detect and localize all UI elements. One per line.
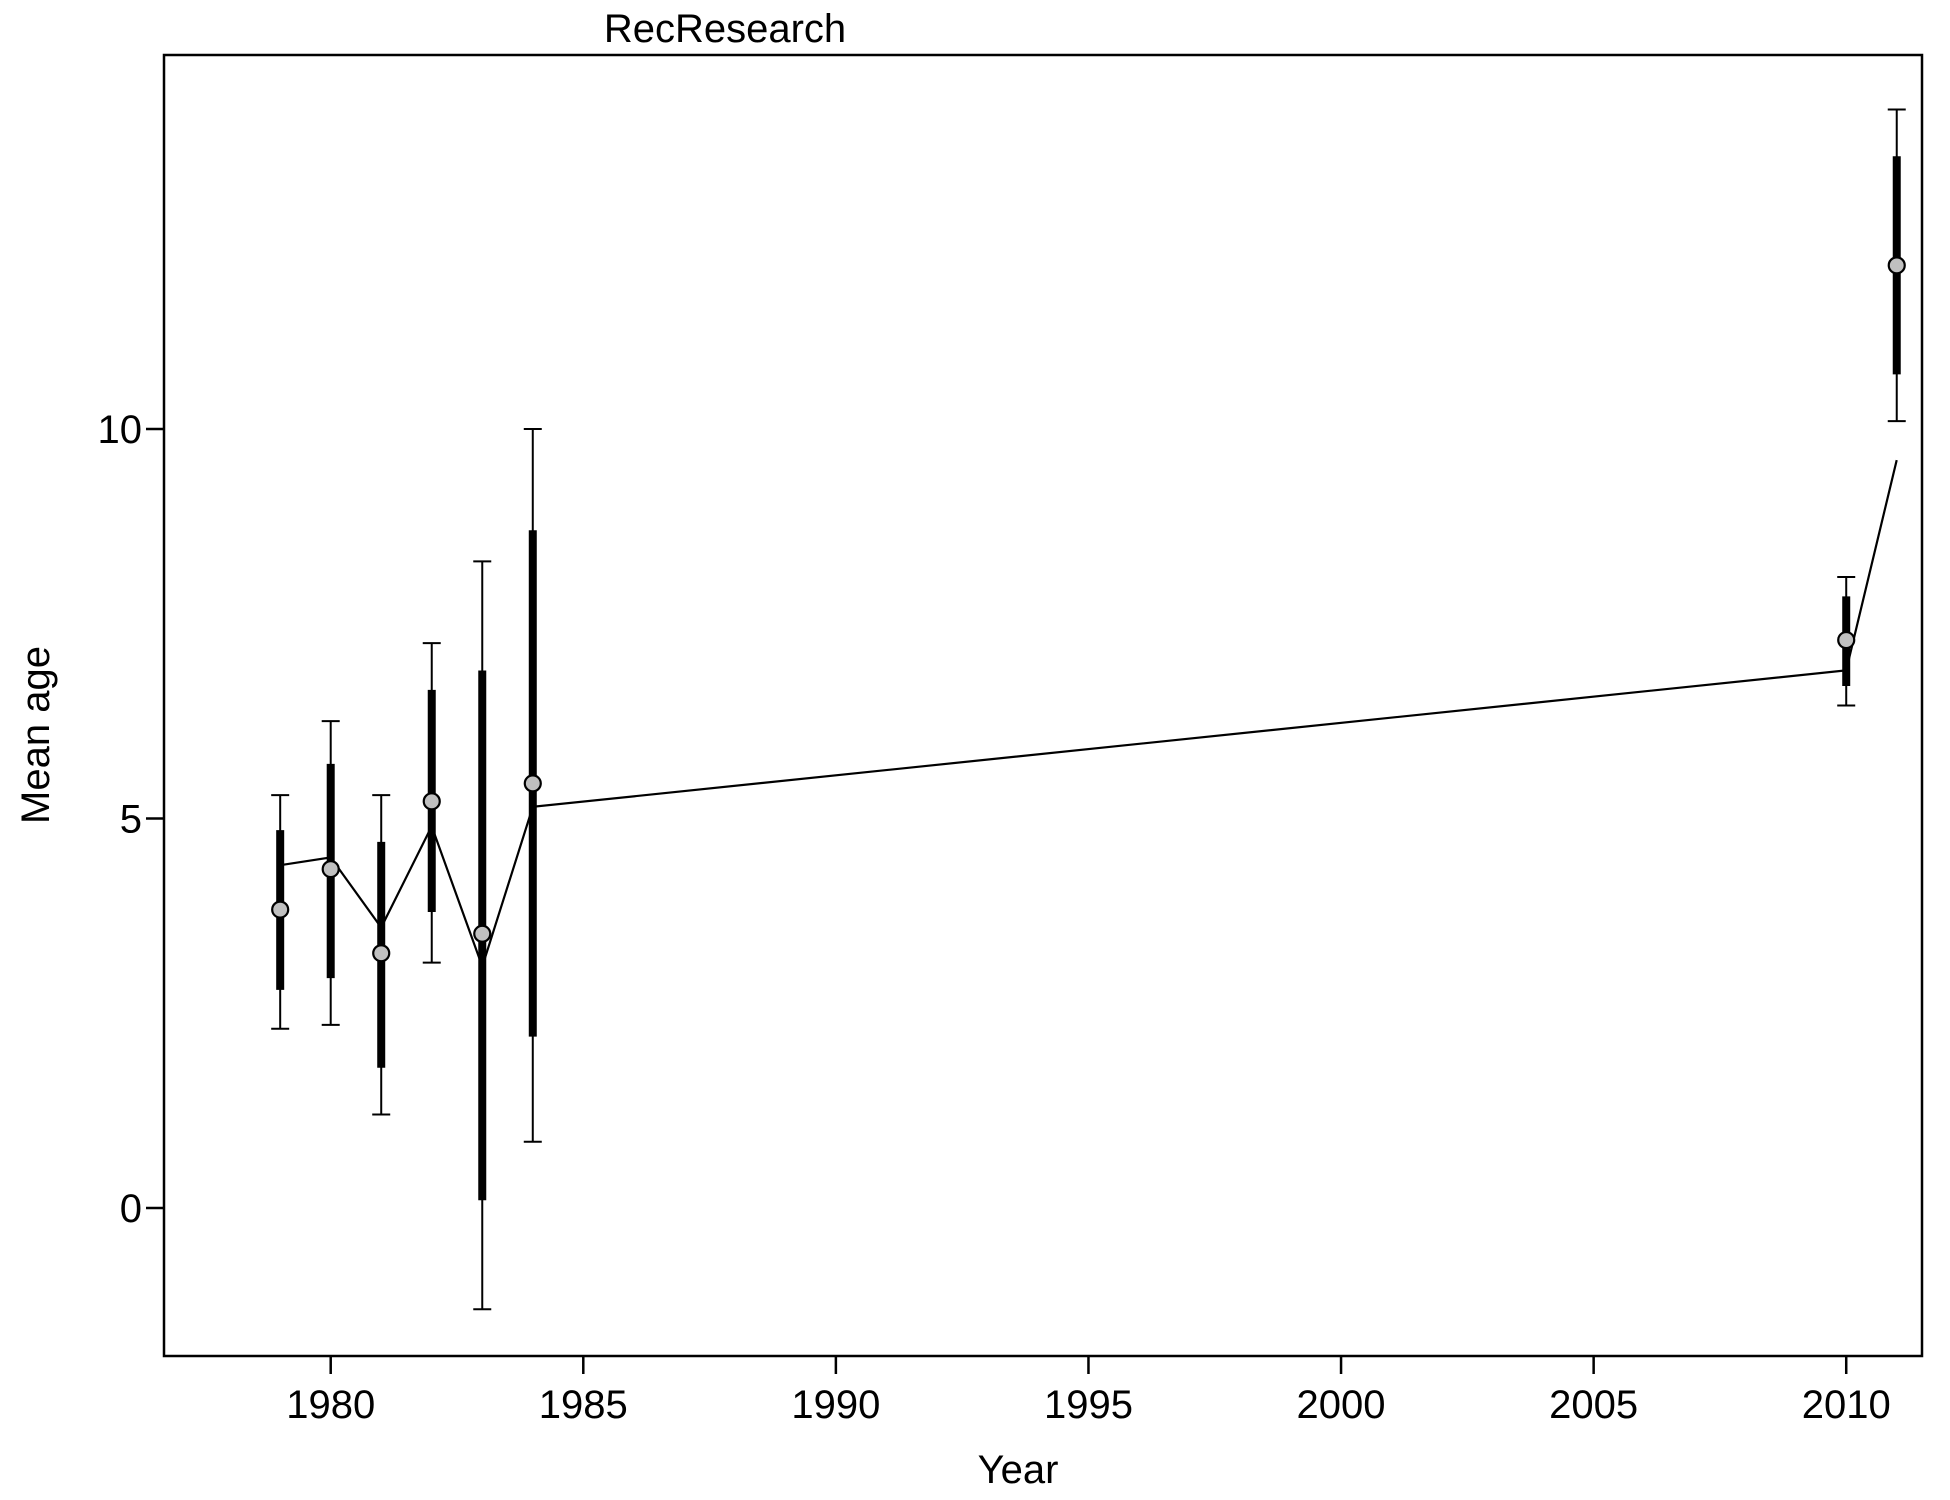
observed-point — [473, 924, 492, 943]
y-axis-label: Mean age — [14, 646, 58, 824]
x-axis: 1980 1985 1990 1995 2000 2005 2010 — [286, 1356, 1891, 1427]
x-tick-label: 1995 — [1044, 1383, 1133, 1427]
observed-point — [1837, 630, 1856, 650]
observed-point — [321, 859, 340, 879]
x-tick-label: 1985 — [539, 1383, 628, 1427]
y-axis: 0 5 10 — [98, 408, 164, 1231]
observed-point — [372, 944, 391, 963]
observed-point — [422, 792, 441, 811]
y-tick-label: 5 — [120, 797, 142, 841]
x-tick-label: 2000 — [1297, 1383, 1386, 1427]
chart-title: RecResearch — [604, 7, 846, 51]
y-tick-label: 0 — [120, 1187, 142, 1231]
observed-point — [523, 774, 542, 793]
x-tick-label: 1990 — [791, 1383, 880, 1427]
observed-points — [271, 256, 1906, 963]
x-axis-label: Year — [978, 1448, 1059, 1492]
x-tick-label: 2010 — [1802, 1383, 1891, 1427]
y-tick-label: 10 — [98, 408, 143, 452]
observed-point — [271, 900, 290, 919]
x-tick-label: 2005 — [1549, 1383, 1638, 1427]
x-tick-label: 1980 — [286, 1383, 375, 1427]
observed-point — [1887, 256, 1906, 275]
plot-frame — [162, 53, 1924, 1358]
